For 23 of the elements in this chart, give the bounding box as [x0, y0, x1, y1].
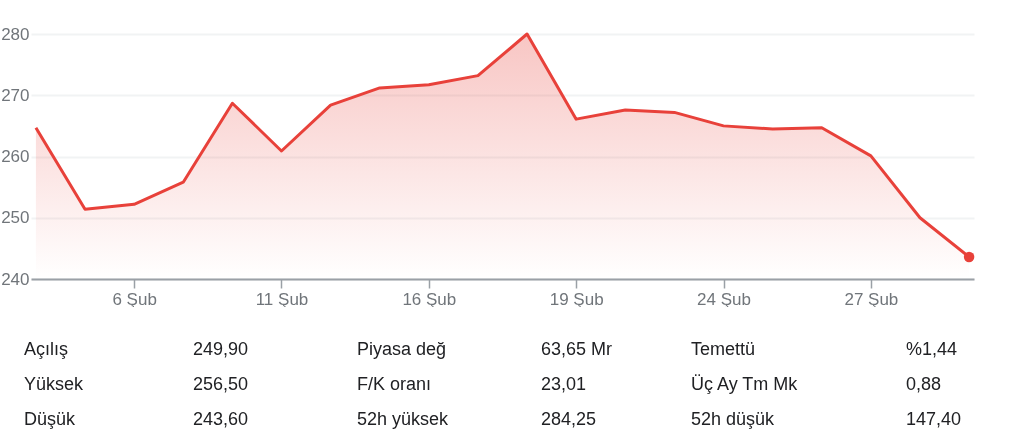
text: 52h yüksek	[357, 408, 450, 430]
text: Piyasa değ	[357, 338, 448, 360]
text: 23,01	[541, 373, 588, 395]
text: Yüksek	[24, 373, 85, 395]
y-tick-label: 260	[1, 147, 30, 166]
text: 52h düşük	[691, 408, 776, 430]
text: Düşük	[24, 408, 77, 430]
text: 249,90	[193, 338, 250, 360]
text: %1,44	[906, 338, 959, 360]
y-tick-label: 270	[1, 85, 30, 105]
text: 63,65 Mr	[541, 338, 614, 360]
y-tick-label: 240	[1, 269, 30, 289]
y-tick-label: 280	[1, 24, 30, 44]
text: Üç Ay Tm Mk	[691, 373, 799, 395]
text: 284,25	[541, 408, 598, 430]
y-tick-label: 250	[1, 208, 30, 228]
text: Açılış	[24, 338, 69, 360]
text: Temettü	[691, 338, 757, 360]
text: F/K oranı	[357, 373, 433, 395]
text: 0,88	[906, 373, 943, 395]
text: 243,60	[193, 408, 250, 430]
text: 256,50	[193, 373, 250, 395]
text: 147,40	[906, 408, 963, 430]
